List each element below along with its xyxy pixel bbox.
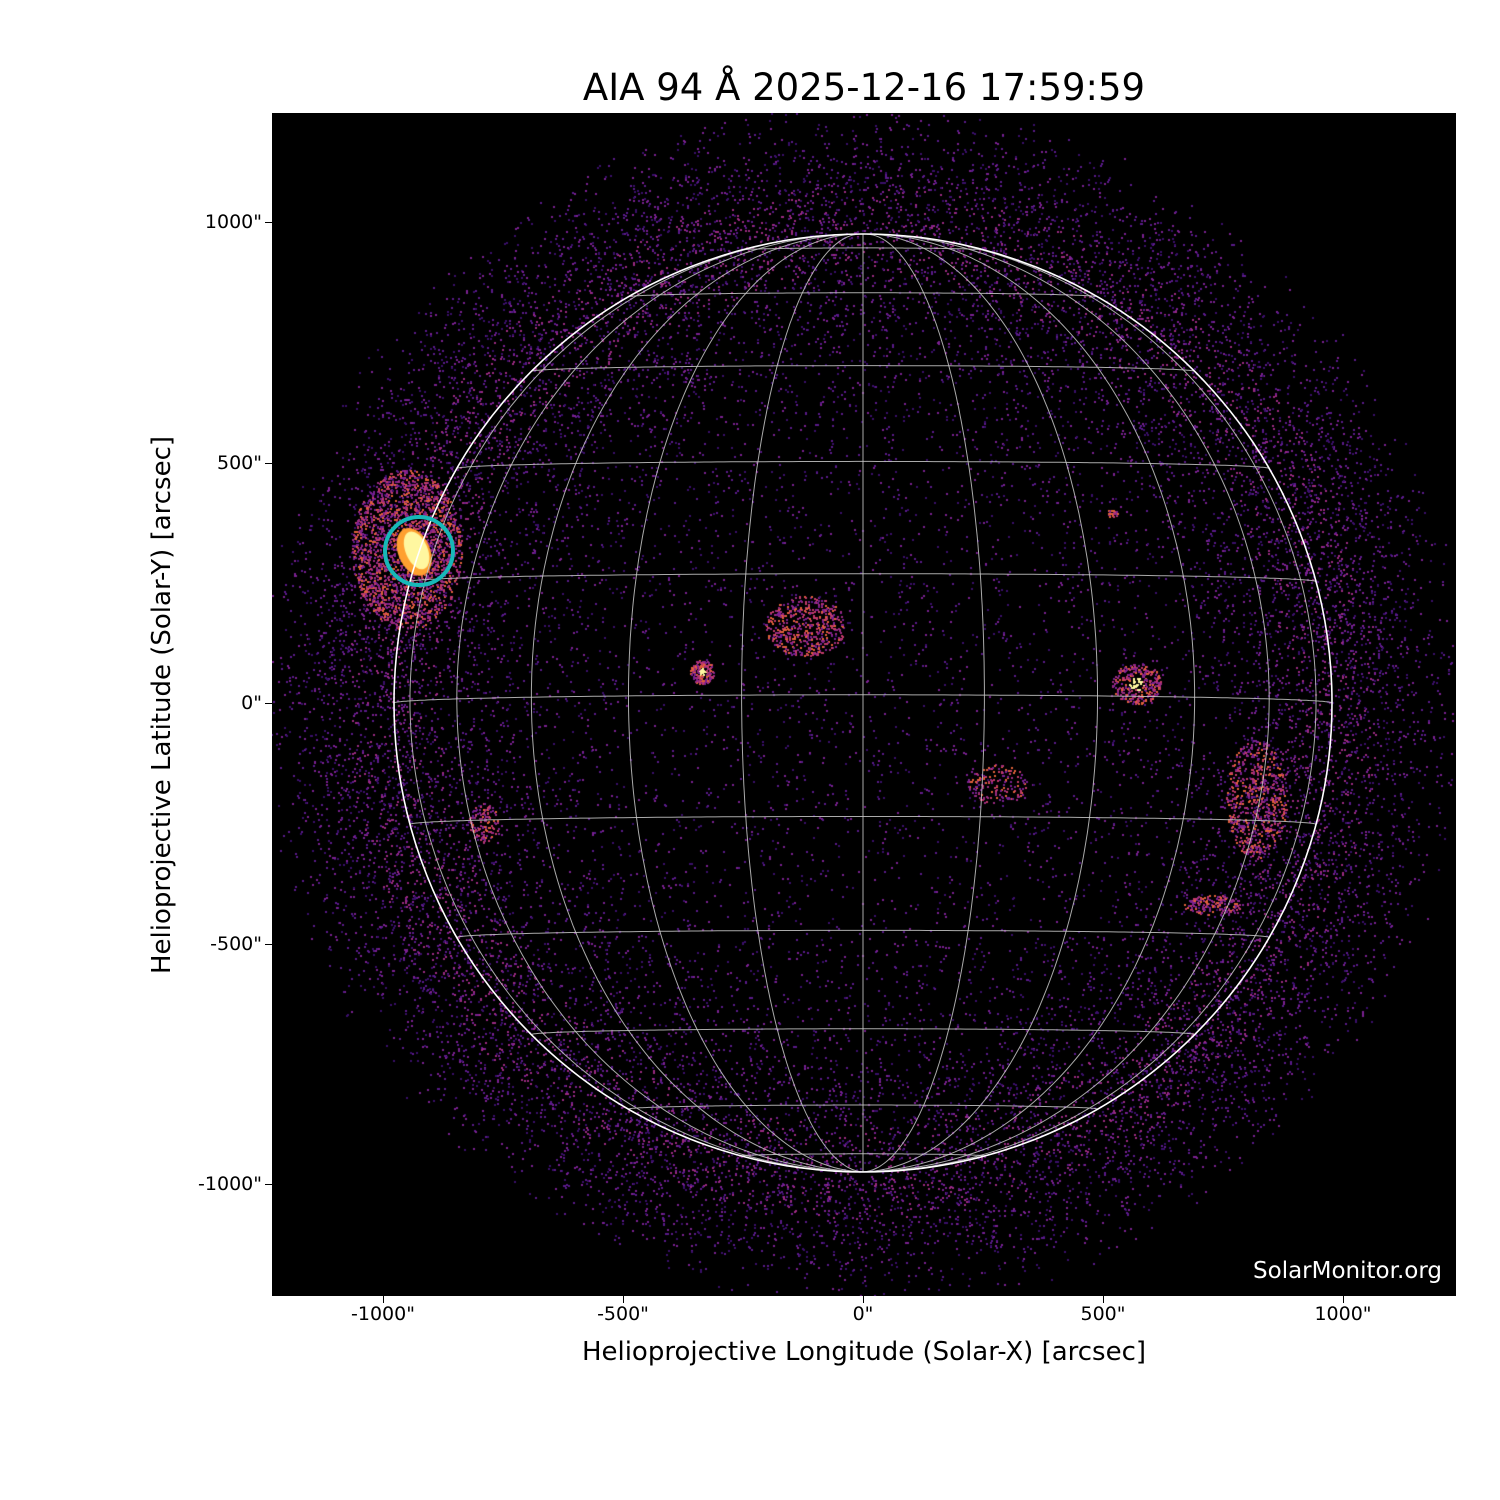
y-tick-label: -1000" bbox=[198, 1173, 262, 1195]
solar-limb bbox=[393, 233, 1333, 1173]
y-axis-label: Helioprojective Latitude (Solar-Y) [arcs… bbox=[147, 435, 177, 975]
longitude-line bbox=[393, 702, 863, 1173]
y-tick bbox=[265, 944, 272, 945]
y-tick-label: -500" bbox=[210, 933, 262, 955]
x-tick bbox=[1343, 1296, 1344, 1303]
longitude-line bbox=[409, 234, 864, 1173]
x-tick bbox=[863, 1296, 864, 1303]
x-tick bbox=[383, 1296, 384, 1303]
sun-image bbox=[272, 113, 1456, 1296]
longitude-line bbox=[862, 233, 1098, 1173]
longitude-line bbox=[862, 233, 1196, 1173]
solar-image-plot: SolarMonitor.org bbox=[272, 113, 1456, 1296]
y-tick-label: 1000" bbox=[204, 211, 262, 233]
longitude-line bbox=[862, 234, 1317, 1173]
x-tick bbox=[1103, 1296, 1104, 1303]
plot-title: AIA 94 Å 2025-12-16 17:59:59 bbox=[582, 66, 1146, 109]
watermark: SolarMonitor.org bbox=[1253, 1258, 1442, 1284]
longitude-line bbox=[530, 233, 864, 1173]
x-tick bbox=[623, 1296, 624, 1303]
y-tick bbox=[265, 222, 272, 223]
longitude-line bbox=[863, 702, 1333, 1173]
x-tick-label: 0" bbox=[852, 1303, 874, 1325]
x-tick-label: -500" bbox=[597, 1303, 649, 1325]
y-tick bbox=[265, 1184, 272, 1185]
longitude-line bbox=[741, 233, 864, 1173]
longitude-line bbox=[628, 233, 864, 1173]
x-axis-label: Helioprojective Longitude (Solar-X) [arc… bbox=[581, 1337, 1147, 1367]
x-tick-label: -1000" bbox=[351, 1303, 415, 1325]
y-tick-label: 0" bbox=[241, 692, 262, 714]
x-tick-label: 500" bbox=[1080, 1303, 1126, 1325]
y-tick-label: 500" bbox=[216, 452, 262, 474]
x-tick-label: 1000" bbox=[1314, 1303, 1372, 1325]
flare-highlight-circle bbox=[383, 515, 455, 587]
y-tick bbox=[265, 703, 272, 704]
coordinate-grid-overlay bbox=[383, 233, 1333, 1173]
y-tick bbox=[265, 463, 272, 464]
longitude-line bbox=[862, 233, 985, 1173]
longitude-line bbox=[456, 233, 864, 1173]
longitude-line bbox=[862, 233, 1270, 1173]
